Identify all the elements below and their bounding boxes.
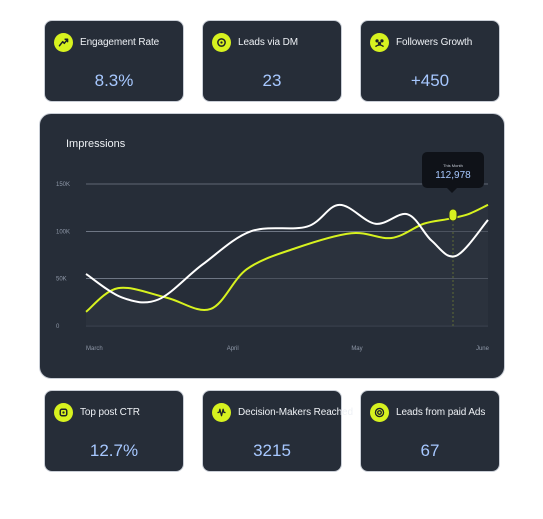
people-icon (370, 33, 389, 52)
leads-paid-ads-card[interactable]: Leads from paid Ads 67 (360, 390, 500, 472)
x-tick-label: May (351, 346, 362, 352)
card-value: 23 (262, 71, 282, 90)
series-line-white (85, 203, 489, 304)
chart-tooltip: This Month 112,978 (422, 152, 484, 193)
y-tick-label: 150K (56, 182, 70, 188)
chart-title: Impressions (66, 138, 126, 150)
marker-dot[interactable] (448, 208, 458, 222)
card-value: 3215 (253, 441, 291, 460)
card-label: Followers Growth (396, 37, 473, 48)
card-label: Decision-Makers Reached (238, 407, 353, 418)
signal-icon (212, 403, 231, 422)
card-label: Engagement Rate (80, 37, 160, 48)
target-icon (370, 403, 389, 422)
x-tick-label: April (227, 346, 239, 352)
y-tick-label: 50K (56, 277, 67, 283)
card-value: 8.3% (94, 71, 134, 90)
tooltip-value: 112,978 (435, 170, 471, 181)
card-label: Leads via DM (238, 37, 298, 48)
card-value: 12.7% (89, 441, 139, 460)
x-tick-label: June (476, 346, 490, 352)
impressions-chart: 150K 100K 50K 0 March April May June (56, 182, 490, 352)
decision-makers-card[interactable]: Decision-Makers Reached 3215 (202, 390, 353, 472)
card-label: Leads from paid Ads (396, 407, 486, 418)
y-tick-label: 100K (56, 229, 70, 235)
top-post-ctr-card[interactable]: Top post CTR 12.7% (44, 390, 184, 472)
chat-icon (212, 33, 231, 52)
card-value: 67 (420, 441, 440, 460)
growth-icon (54, 33, 73, 52)
followers-growth-card[interactable]: Followers Growth +450 (360, 20, 500, 102)
click-icon (54, 403, 73, 422)
leads-via-dm-card[interactable]: Leads via DM 23 (202, 20, 342, 102)
x-tick-label: March (86, 346, 103, 352)
impressions-chart-card: Impressions 150K 100K 50K 0 March April May Ju… (39, 113, 505, 379)
y-tick-label: 0 (56, 324, 60, 330)
tooltip-label: This Month (443, 163, 463, 168)
engagement-rate-card[interactable]: Engagement Rate 8.3% (44, 20, 184, 102)
card-value: +450 (410, 71, 450, 90)
card-label: Top post CTR (80, 407, 140, 418)
